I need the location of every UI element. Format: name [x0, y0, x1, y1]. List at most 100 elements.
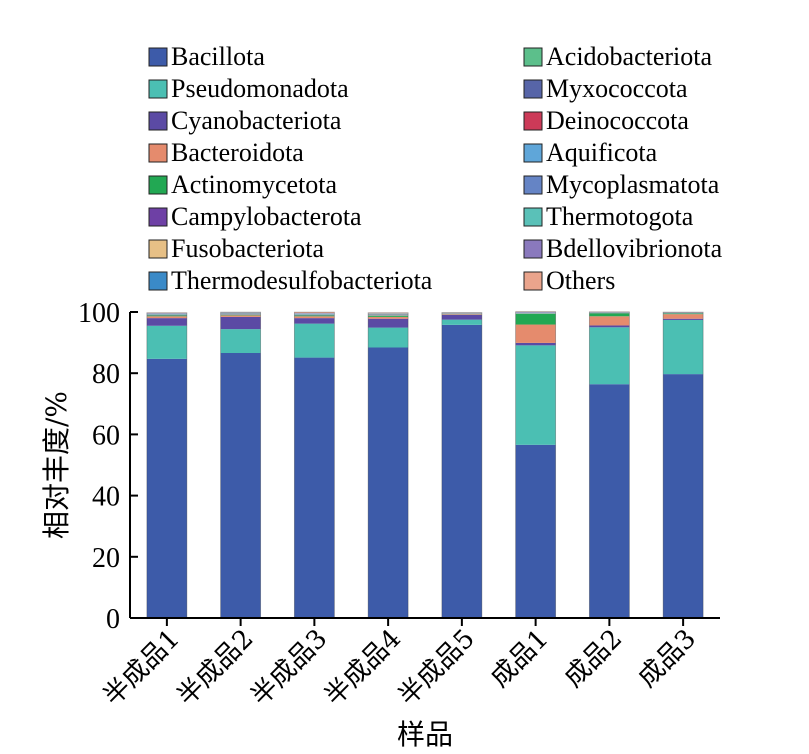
- legend-item: Acidobacteriota: [523, 42, 712, 71]
- bar-stack: [367, 312, 409, 619]
- legend-item: Fusobacteriota: [148, 234, 325, 263]
- legend-label: Deinococcota: [546, 106, 689, 135]
- y-tick-label: 0: [106, 604, 120, 635]
- y-tick-label: 20: [92, 543, 120, 574]
- legend-item: Pseudomonadota: [148, 74, 349, 103]
- bar-segment: [146, 325, 187, 359]
- legend-swatch: [148, 79, 168, 99]
- legend-swatch: [148, 271, 168, 291]
- bar-stack: [293, 311, 335, 619]
- bar-segment: [663, 313, 704, 315]
- bar-segment: [663, 374, 704, 618]
- legend-item: Mycoplasmatota: [523, 170, 720, 199]
- legend-swatch: [148, 239, 168, 259]
- legend-item: Campylobacterota: [148, 202, 362, 231]
- legend-swatch: [523, 79, 543, 99]
- legend-item: Cyanobacteriota: [148, 106, 342, 135]
- legend-label: Thermotogota: [546, 202, 694, 231]
- bar-segment: [663, 319, 704, 375]
- bar-stack: [662, 311, 704, 619]
- bar-segment: [220, 316, 261, 330]
- legend-swatch: [523, 47, 543, 67]
- x-tick-label: 成品2: [559, 624, 629, 694]
- bar-segment: [663, 314, 704, 319]
- bar-segment: [294, 315, 335, 317]
- bar-segment: [368, 312, 409, 314]
- legend-item: Bacillota: [148, 42, 265, 71]
- x-tick-label: 半成品3: [245, 624, 333, 712]
- bar-segment: [146, 318, 187, 326]
- x-tick-label: 半成品4: [319, 624, 407, 712]
- bar-segment: [515, 345, 556, 445]
- legend-label: Campylobacterota: [171, 202, 362, 231]
- bar-segment: [368, 315, 409, 317]
- bar-segment: [220, 315, 261, 317]
- y-tick-label: 40: [92, 482, 120, 513]
- bar-stack: [515, 311, 557, 619]
- bar-segment: [294, 316, 335, 319]
- bar-segment: [368, 316, 409, 319]
- y-tick-label: 60: [92, 420, 120, 451]
- legend-item: Bacteroidota: [148, 138, 304, 167]
- legend-swatch: [148, 143, 168, 163]
- legend-label: Others: [546, 266, 615, 295]
- bar-segment: [146, 316, 187, 319]
- y-tick-label: 100: [78, 298, 120, 329]
- legend-item: Thermodesulfobacteriota: [148, 266, 433, 295]
- bar-segment: [220, 329, 261, 354]
- legend-label: Mycoplasmatota: [546, 170, 720, 199]
- bar-segment: [294, 357, 335, 618]
- bar-segment: [368, 347, 409, 618]
- bar-stack: [146, 312, 188, 619]
- x-tick-label: 半成品2: [172, 624, 260, 712]
- bar-segment: [441, 319, 482, 325]
- axes: [129, 312, 720, 619]
- bar-segment: [589, 313, 630, 317]
- bars: [146, 311, 704, 619]
- bar-segment: [663, 318, 704, 320]
- legend-label: Actinomycetota: [171, 170, 338, 199]
- bar-segment: [515, 324, 556, 343]
- legend-label: Aquificota: [546, 138, 658, 167]
- y-ticks: 0 20 40 60 80 100: [78, 298, 138, 635]
- bar-segment: [441, 314, 482, 315]
- bar-segment: [146, 358, 187, 618]
- bar-segment: [220, 314, 261, 316]
- bar-segment: [589, 325, 630, 328]
- legend-item: Actinomycetota: [148, 170, 338, 199]
- legend-item: Others: [523, 266, 615, 295]
- bar-segment: [294, 323, 335, 358]
- y-axis-title: 相对丰度/%: [40, 391, 73, 539]
- bar-segment: [589, 316, 630, 326]
- bar-segment: [294, 318, 335, 324]
- legend-item: Bdellovibrionota: [523, 234, 723, 263]
- legend-swatch: [148, 111, 168, 131]
- legend-label: Pseudomonadota: [171, 74, 349, 103]
- legend-item: Thermotogota: [523, 202, 694, 231]
- x-tick-label: 成品1: [485, 624, 555, 694]
- bar-segment: [368, 327, 409, 348]
- bar-segment: [515, 313, 556, 325]
- legend-label: Myxococcota: [546, 74, 688, 103]
- legend: Bacillota Pseudomonadota Cyanobacteriota Ba…: [148, 42, 723, 295]
- legend-swatch: [523, 111, 543, 131]
- bar-segment: [146, 315, 187, 317]
- bar-segment: [515, 342, 556, 346]
- legend-item: Aquificota: [523, 138, 658, 167]
- bar-segment: [589, 327, 630, 385]
- legend-swatch: [148, 175, 168, 195]
- bar-stack: [588, 311, 630, 619]
- legend-label: Thermodesulfobacteriota: [171, 266, 433, 295]
- y-tick-label: 80: [92, 359, 120, 390]
- bar-segment: [441, 324, 482, 618]
- legend-swatch: [523, 143, 543, 163]
- legend-swatch: [148, 207, 168, 227]
- x-axis-title: 样品: [397, 718, 453, 751]
- legend-label: Acidobacteriota: [546, 42, 712, 71]
- legend-item: Deinococcota: [523, 106, 689, 135]
- bar-segment: [589, 384, 630, 618]
- x-tick-label: 半成品5: [393, 624, 481, 712]
- legend-swatch: [523, 207, 543, 227]
- legend-swatch: [523, 271, 543, 291]
